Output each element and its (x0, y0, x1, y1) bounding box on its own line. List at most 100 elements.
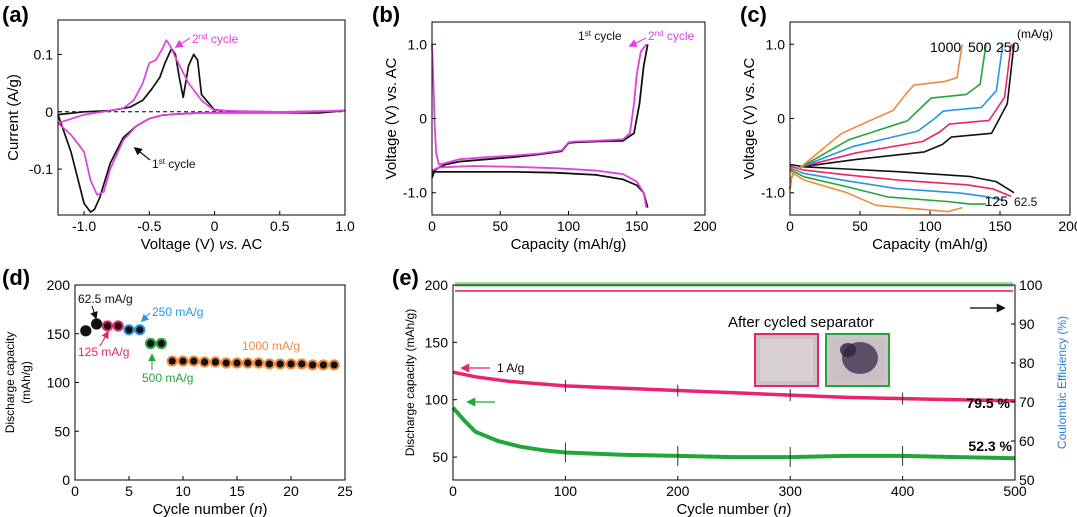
y-axis-label: Voltage (V) vs. AC (741, 57, 758, 179)
y-right-tick-label: 50 (1019, 472, 1035, 488)
panel-label-c: (c) (740, 2, 767, 27)
series-line (452, 370, 1016, 403)
data-point (147, 339, 155, 348)
panel-label-e: (e) (392, 265, 419, 290)
data-point (179, 357, 187, 365)
series-line (789, 165, 1012, 198)
series-label-1000: 1000 (930, 39, 961, 55)
data-point (330, 361, 338, 369)
panel-label-b: (b) (372, 2, 400, 27)
panel-label-a: (a) (2, 2, 29, 27)
data-point (233, 359, 241, 367)
series-label-250: 250 mA/g (152, 305, 203, 319)
annotation-arrow (133, 146, 151, 161)
series-line (431, 43, 648, 166)
y-tick-label: 200 (425, 277, 449, 293)
series-label-62.5: 62.5 mA/g (78, 292, 133, 306)
series-line (789, 170, 963, 213)
data-point (265, 360, 273, 368)
x-tick-label: 20 (283, 483, 299, 499)
y-tick-label: 150 (425, 334, 449, 350)
data-point (255, 359, 263, 367)
end-label-pink: 79.5 % (966, 395, 1010, 411)
series-label-250: 250 (996, 39, 1020, 55)
data-point (222, 359, 230, 367)
annotation-arrow (174, 37, 191, 48)
x-axis-label: Capacity (mAh/g) (872, 236, 988, 253)
series-label-125: 125 mA/g (78, 345, 129, 359)
y-tick-label: 0 (419, 111, 427, 127)
data-point (157, 339, 165, 348)
x-tick-label: 150 (988, 218, 1012, 234)
x-tick-label: 400 (891, 483, 915, 499)
series-line (451, 406, 1016, 461)
x-tick-label: 100 (557, 218, 581, 234)
annotation-arrow (140, 312, 151, 323)
x-tick-label: 0 (449, 483, 457, 499)
data-point (201, 358, 209, 366)
unit-label: (mA/g) (1017, 27, 1053, 41)
x-tick-label: -1.0 (72, 218, 96, 234)
y-right-tick-label: 80 (1019, 355, 1035, 371)
panel-a: (a) -1.0 -0.5 0 0.5 1.0 -0.1 0 0.1 Voltage (V) vs… (2, 2, 355, 253)
x-tick-label: 1.0 (335, 218, 355, 234)
inset-stain (840, 343, 856, 357)
series-label-62.5: 62.5 (1014, 195, 1038, 209)
y-tick-label: 50 (54, 423, 70, 439)
y-axis-label: Voltage (V) vs. AC (383, 57, 400, 179)
data-point (125, 326, 133, 334)
y-tick-label: 1.0 (766, 36, 786, 52)
series-line (789, 167, 1003, 201)
annotation-arrow (90, 305, 98, 320)
data-point (114, 322, 122, 330)
data-point (309, 361, 317, 369)
y-tick-label: 50 (432, 449, 448, 465)
annotation-2nd-cycle: 2nd cycle (648, 29, 695, 44)
y-tick-label: 1.0 (408, 36, 428, 52)
y-tick-label: 100 (47, 375, 71, 391)
y-tick-label: 200 (47, 277, 71, 293)
plot-frame (452, 284, 1016, 481)
x-tick-label: 200 (693, 218, 717, 234)
y-axis-label-right: Coulombic Efficiency (%) (1055, 316, 1069, 449)
x-tick-label: 200 (666, 483, 690, 499)
series-label-500: 500 mA/g (142, 371, 193, 385)
y-right-tick-label: 90 (1019, 316, 1035, 332)
x-tick-label: 100 (918, 218, 942, 234)
data-point (103, 322, 111, 330)
x-tick-label: 0 (71, 483, 79, 499)
data-point (190, 357, 198, 365)
y-tick-label: -0.1 (29, 161, 53, 177)
annotation-arrow (99, 330, 109, 347)
x-tick-label: 0 (211, 218, 219, 234)
x-tick-label: 0.5 (270, 218, 290, 234)
annotation-2nd-cycle: 2nd cycle (192, 32, 239, 47)
data-point (244, 359, 252, 367)
plot-frame (74, 284, 346, 481)
annotation-arrow (628, 37, 647, 47)
y-tick-label: 0 (62, 472, 70, 488)
x-tick-label: 25 (337, 483, 353, 499)
efficiency-band-green (455, 281, 1013, 287)
panel-label-d: (d) (2, 265, 30, 290)
annotation-1st-cycle: 1st cycle (578, 29, 622, 44)
x-tick-label: 50 (492, 218, 508, 234)
y-right-tick-label: 60 (1019, 433, 1035, 449)
data-point (168, 357, 176, 365)
y-right-tick-label: 70 (1019, 394, 1035, 410)
x-tick-label: 0 (786, 218, 794, 234)
y-right-tick-label: 100 (1019, 277, 1043, 293)
series-label-1000: 1000 mA/g (242, 339, 300, 353)
inset-title: After cycled separator (728, 314, 874, 331)
x-axis-label: Cycle number (n) (152, 501, 267, 517)
y-tick-label: 150 (47, 326, 71, 342)
x-tick-label: 5 (125, 483, 133, 499)
x-tick-label: 10 (175, 483, 191, 499)
plot-frame (431, 21, 706, 216)
y-tick-label: -1.0 (761, 185, 785, 201)
y-axis-label: Discharge capacity (3, 332, 17, 433)
data-point (276, 360, 284, 368)
x-axis-label: Capacity (mAh/g) (511, 236, 627, 253)
x-tick-label: 100 (554, 483, 578, 499)
x-tick-label: 500 (1003, 483, 1027, 499)
